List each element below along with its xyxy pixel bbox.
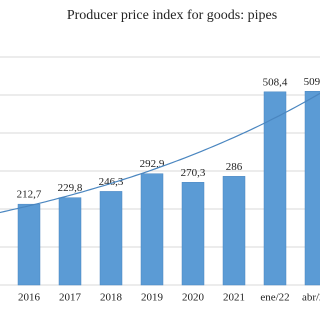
bar: [222, 176, 246, 286]
x-tick-label: 2017: [59, 292, 82, 304]
x-tick-label: 2019: [141, 292, 164, 304]
x-tick-label: 2016: [18, 292, 41, 304]
x-tick-label: 2020: [182, 292, 205, 304]
bar: [140, 173, 164, 286]
value-label: 508,4: [263, 76, 288, 88]
bar: [17, 203, 41, 286]
value-label: 212,7: [17, 189, 42, 201]
chart-title: Producer price index for goods: pipes: [67, 8, 277, 23]
x-tick-label: 2018: [100, 292, 123, 304]
value-label: 229,8: [58, 182, 83, 194]
x-tick-label: ene/22: [260, 292, 289, 304]
bar: [58, 197, 82, 286]
trendline: [0, 92, 320, 214]
bar: [263, 91, 287, 286]
bar: [181, 182, 205, 286]
x-tick-label: 2021: [223, 292, 245, 304]
value-label: 270,3: [181, 167, 206, 179]
bar: [99, 191, 123, 286]
value-label: 292,9: [140, 158, 165, 170]
bar: [304, 91, 320, 286]
value-label: 509,8: [304, 76, 320, 88]
value-label: 286: [226, 161, 243, 173]
x-tick-label: abr/22: [302, 292, 320, 304]
